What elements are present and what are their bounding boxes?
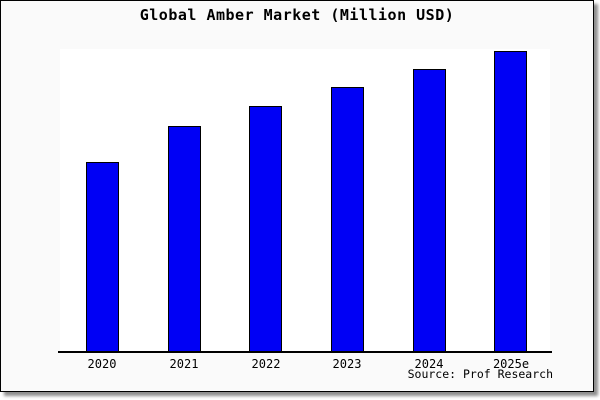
- x-tick-label-2025e: 2025e: [492, 357, 530, 371]
- bar-2021: [168, 126, 201, 351]
- x-tick-label-2024: 2024: [414, 357, 444, 371]
- x-tick-label-2021: 2021: [169, 357, 199, 371]
- plot-area: [60, 49, 550, 351]
- x-axis-line: [58, 351, 552, 353]
- x-tick-label-2022: 2022: [251, 357, 281, 371]
- chart-title: Global Amber Market (Million USD): [139, 6, 455, 24]
- bar-2023: [331, 87, 364, 351]
- bar-2025e: [494, 51, 527, 351]
- bar-2022: [249, 106, 282, 351]
- chart-figure: Global Amber Market (Million USD) 2020 20…: [0, 0, 594, 392]
- x-tick-label-2020: 2020: [87, 357, 117, 371]
- bar-2020: [86, 162, 119, 351]
- x-tick-label-2023: 2023: [332, 357, 362, 371]
- source-note: Source: Prof Research: [407, 367, 553, 381]
- bar-2024: [413, 69, 446, 351]
